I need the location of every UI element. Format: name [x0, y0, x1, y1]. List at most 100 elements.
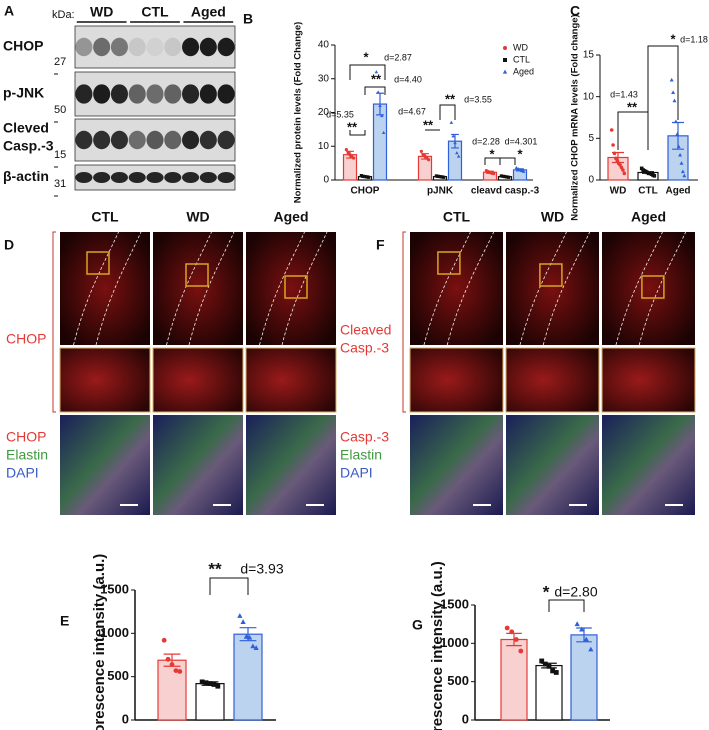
data-point [374, 70, 379, 74]
image-merge [506, 415, 599, 515]
zoom-box [284, 275, 308, 299]
blot-band [93, 84, 111, 104]
data-point [455, 151, 459, 155]
blot-band [182, 130, 200, 150]
zoom-box [437, 251, 461, 275]
data-point [380, 113, 384, 118]
significance-bracket [647, 45, 679, 120]
bar [570, 634, 598, 721]
data-point [579, 626, 585, 632]
data-point [507, 175, 511, 179]
row-label: β-actin [3, 168, 49, 184]
image-merge [602, 415, 695, 515]
legend-label: Aged [513, 66, 534, 76]
y-axis-label: Fluorescence intensity (a.u.) [429, 561, 446, 730]
zoom-box [86, 251, 110, 275]
x-tick-label: WD [503, 727, 525, 730]
annotation: d=2.80 [554, 584, 597, 600]
blot-band [217, 130, 235, 150]
blot-band [182, 84, 200, 104]
x-tick-label: CTL [197, 727, 222, 730]
error-bar [672, 121, 684, 150]
x-tick-label: CHOP [351, 186, 380, 197]
annotation: ** [627, 99, 638, 114]
legend-label: CTL [513, 54, 530, 64]
data-point [169, 662, 175, 667]
annotation: ** [445, 91, 456, 106]
data-point [361, 174, 365, 178]
kda-label: 31 [54, 178, 66, 190]
data-point [173, 668, 179, 673]
blot-band [164, 130, 182, 150]
kda-label: 27 [54, 56, 66, 68]
blot-band [217, 84, 235, 104]
error-bar [576, 627, 592, 643]
blot-band [146, 84, 164, 104]
data-point [177, 669, 183, 674]
annotation: * [363, 49, 369, 64]
y-tick-label: 1500 [100, 581, 129, 596]
data-point [676, 144, 681, 149]
significance-bracket [364, 86, 386, 95]
image-overview [602, 232, 695, 345]
data-point [521, 169, 526, 173]
panel-letter: C [570, 3, 580, 19]
annotation: * [489, 146, 495, 161]
image-merge [410, 415, 503, 515]
x-tick-label: CTL [638, 186, 657, 197]
blot-band [199, 37, 217, 57]
data-point [253, 645, 259, 650]
data-point [363, 175, 367, 179]
vessel-outline [259, 231, 305, 346]
blot-band [110, 84, 128, 104]
blot-band [93, 172, 111, 183]
panel-letter: A [4, 3, 14, 19]
image-zoom [152, 347, 244, 413]
stain-label: Elastin [340, 447, 382, 463]
blot-band [164, 84, 182, 104]
y-tick-label: 40 [318, 40, 330, 51]
annotation: ** [423, 117, 434, 132]
data-point [503, 46, 507, 50]
blot-band [164, 37, 182, 57]
vessel-outline [281, 231, 328, 346]
column-label: Aged [631, 209, 666, 225]
column-label: CTL [443, 209, 471, 225]
data-point [449, 120, 454, 124]
y-tick-label: 0 [323, 175, 329, 186]
blot-band [146, 37, 164, 57]
y-tick-label: 500 [107, 668, 129, 683]
data-point [588, 646, 594, 652]
data-point [612, 151, 617, 156]
column-label: WD [186, 209, 209, 225]
stain-label: Casp.-3 [340, 429, 389, 445]
group-label: WD [90, 4, 113, 20]
data-point [381, 130, 386, 135]
blot-band [182, 37, 200, 57]
y-tick-label: 500 [447, 673, 469, 688]
blot-band [128, 84, 146, 104]
y-tick-label: 10 [318, 141, 330, 152]
stain-label: DAPI [340, 465, 373, 481]
data-point [165, 656, 171, 662]
data-point [652, 174, 657, 178]
annotation: d=1.18 [680, 34, 708, 44]
data-point [516, 166, 520, 171]
row-bracket [52, 231, 56, 413]
blot-band [75, 37, 93, 57]
data-point [505, 175, 509, 179]
data-point [456, 154, 461, 158]
data-point [546, 663, 552, 669]
y-tick-label: 5 [588, 133, 594, 144]
y-tick-label: 0 [588, 175, 594, 186]
vessel-outline [519, 231, 567, 346]
image-merge [246, 415, 336, 515]
x-tick-label: pJNK [427, 186, 454, 197]
blot-band [217, 37, 235, 57]
data-point [672, 98, 677, 103]
image-zoom [505, 347, 600, 413]
annotation: * [670, 31, 676, 46]
blot-band [75, 172, 93, 183]
data-point [673, 119, 678, 124]
